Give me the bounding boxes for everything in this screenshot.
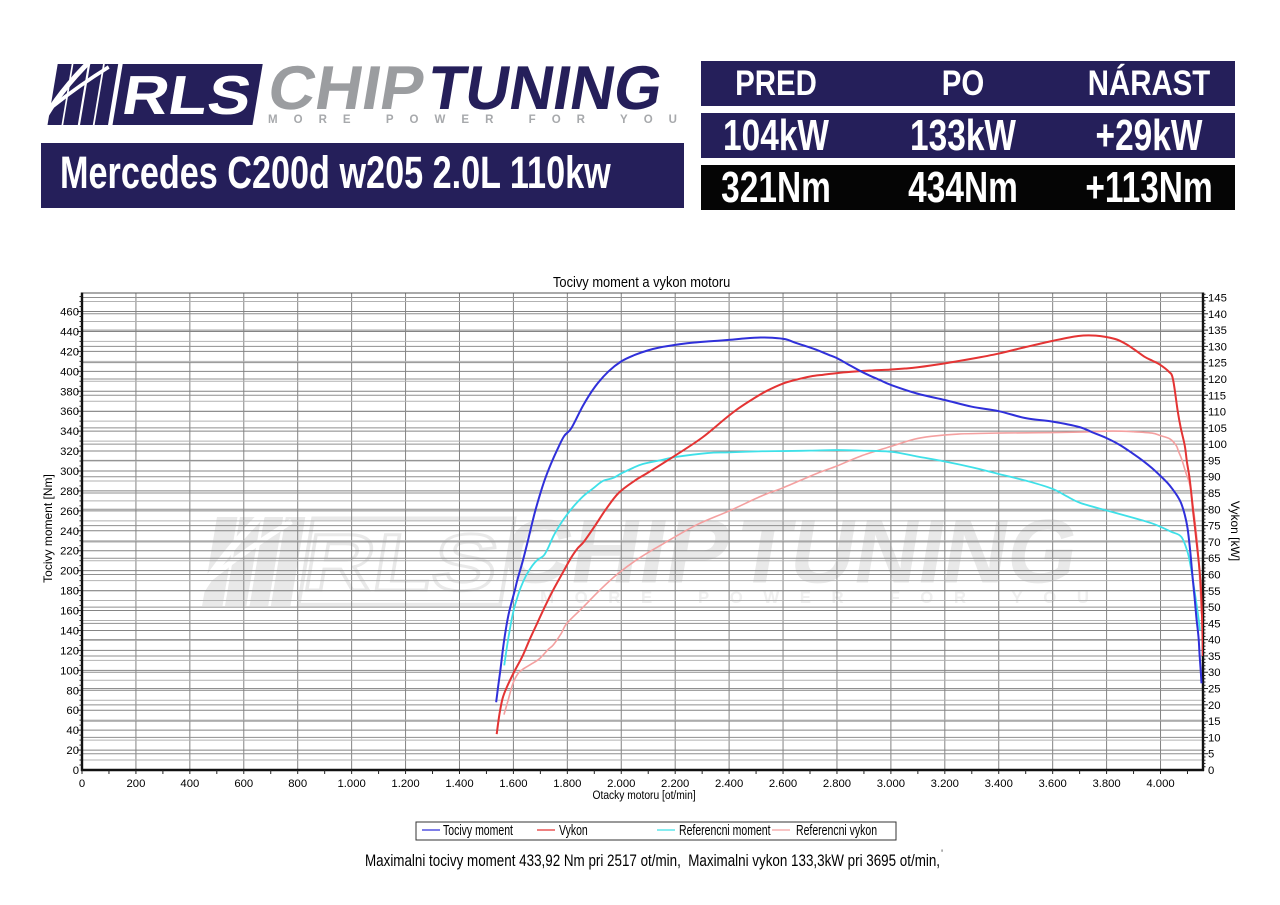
- svg-text:Tocivy moment: Tocivy moment: [443, 821, 513, 838]
- svg-text:340: 340: [60, 426, 79, 438]
- svg-text:2.600: 2.600: [769, 778, 797, 790]
- svg-text:3.600: 3.600: [1039, 778, 1067, 790]
- svg-text:140: 140: [1208, 309, 1227, 321]
- svg-text:240: 240: [60, 526, 79, 538]
- svg-text:200: 200: [60, 566, 79, 578]
- svg-text:3.400: 3.400: [985, 778, 1013, 790]
- svg-text:600: 600: [234, 778, 253, 790]
- svg-text:130: 130: [1208, 341, 1227, 353]
- svg-text:3.800: 3.800: [1092, 778, 1120, 790]
- svg-text:105: 105: [1208, 423, 1227, 435]
- svg-text:10: 10: [1208, 732, 1221, 744]
- svg-text:Vykon [kW]: Vykon [kW]: [1228, 501, 1242, 561]
- svg-text:85: 85: [1208, 488, 1221, 500]
- svg-text:70: 70: [1208, 537, 1221, 549]
- svg-text:100: 100: [1208, 439, 1227, 451]
- svg-text:135: 135: [1208, 325, 1227, 337]
- svg-text:3.000: 3.000: [877, 778, 905, 790]
- svg-text:4.000: 4.000: [1146, 778, 1174, 790]
- svg-text:115: 115: [1208, 390, 1226, 402]
- svg-text:90: 90: [1208, 472, 1221, 484]
- svg-text:RLS: RLS: [297, 518, 505, 607]
- svg-text:65: 65: [1208, 553, 1221, 565]
- svg-text:95: 95: [1208, 455, 1221, 467]
- svg-text:Tocivy moment [Nm]: Tocivy moment [Nm]: [41, 474, 55, 583]
- svg-text:50: 50: [1208, 602, 1221, 614]
- svg-text:400: 400: [60, 366, 79, 378]
- svg-text:2.800: 2.800: [823, 778, 851, 790]
- svg-text:420: 420: [60, 346, 79, 358]
- svg-text:800: 800: [288, 778, 307, 790]
- svg-text:35: 35: [1208, 651, 1221, 663]
- svg-text:100: 100: [60, 665, 79, 677]
- svg-text:RLS: RLS: [118, 64, 256, 126]
- svg-text:25: 25: [1208, 684, 1221, 696]
- svg-text:440: 440: [60, 326, 79, 338]
- svg-text:TUNING: TUNING: [423, 53, 668, 123]
- svg-text:5: 5: [1208, 749, 1214, 761]
- svg-text:200: 200: [127, 778, 146, 790]
- svg-text:460: 460: [60, 307, 79, 319]
- svg-text:120: 120: [60, 645, 79, 657]
- svg-text:110: 110: [1208, 407, 1226, 419]
- svg-text:380: 380: [60, 386, 79, 398]
- svg-text:300: 300: [60, 466, 79, 478]
- svg-text:20: 20: [66, 745, 79, 757]
- svg-text:45: 45: [1208, 618, 1221, 630]
- svg-text:15: 15: [1208, 716, 1221, 728]
- svg-text:80: 80: [1208, 504, 1221, 516]
- svg-text:CHIP: CHIP: [495, 501, 738, 602]
- svg-text:Referencni vykon: Referencni vykon: [796, 821, 877, 838]
- svg-text:145: 145: [1208, 293, 1227, 305]
- svg-text:20: 20: [1208, 700, 1221, 712]
- svg-text:30: 30: [1208, 667, 1221, 679]
- svg-text:75: 75: [1208, 521, 1221, 533]
- svg-text:Referencni moment: Referencni moment: [679, 821, 771, 838]
- svg-text:Maximalni tocivy moment 433,92: Maximalni tocivy moment 433,92 Nm pri 25…: [365, 853, 940, 870]
- svg-text:2.000: 2.000: [607, 778, 635, 790]
- svg-text:120: 120: [1208, 374, 1227, 386]
- svg-text:Vykon: Vykon: [559, 821, 588, 838]
- svg-text:60: 60: [66, 705, 79, 717]
- svg-text:40: 40: [1208, 635, 1221, 647]
- svg-text:400: 400: [180, 778, 199, 790]
- svg-text:1.800: 1.800: [553, 778, 581, 790]
- svg-text:Tocivy moment a vykon motoru: Tocivy moment a vykon motoru: [553, 273, 730, 290]
- svg-text:220: 220: [60, 546, 79, 558]
- svg-text:260: 260: [60, 506, 79, 518]
- svg-text:1.200: 1.200: [391, 778, 419, 790]
- svg-text:360: 360: [60, 406, 79, 418]
- svg-text:3.200: 3.200: [931, 778, 959, 790]
- svg-text:40: 40: [66, 725, 79, 737]
- svg-text:1.400: 1.400: [445, 778, 473, 790]
- svg-text:160: 160: [60, 606, 79, 618]
- svg-text:280: 280: [60, 486, 79, 498]
- svg-text:1.000: 1.000: [337, 778, 365, 790]
- svg-text:2.200: 2.200: [661, 778, 689, 790]
- svg-text:0: 0: [79, 778, 85, 790]
- svg-text:': ': [941, 848, 943, 860]
- svg-text:140: 140: [60, 625, 79, 637]
- svg-text:0: 0: [73, 765, 79, 777]
- svg-text:60: 60: [1208, 569, 1221, 581]
- svg-text:180: 180: [60, 586, 79, 598]
- svg-text:80: 80: [66, 685, 79, 697]
- svg-text:320: 320: [60, 446, 79, 458]
- svg-text:0: 0: [1208, 765, 1214, 777]
- svg-text:55: 55: [1208, 586, 1221, 598]
- svg-text:Otacky motoru [ot/min]: Otacky motoru [ot/min]: [593, 789, 696, 802]
- svg-text:CHIP: CHIP: [263, 53, 430, 123]
- svg-text:2.400: 2.400: [715, 778, 743, 790]
- svg-text:125: 125: [1208, 358, 1227, 370]
- svg-text:TUNING: TUNING: [729, 501, 1086, 602]
- svg-text:1.600: 1.600: [499, 778, 527, 790]
